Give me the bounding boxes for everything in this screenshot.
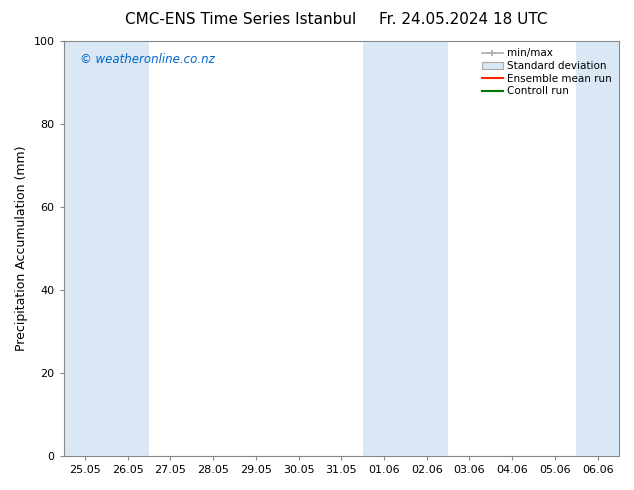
Text: CMC-ENS Time Series Istanbul: CMC-ENS Time Series Istanbul: [126, 12, 356, 27]
Legend: min/max, Standard deviation, Ensemble mean run, Controll run: min/max, Standard deviation, Ensemble me…: [480, 46, 614, 98]
Bar: [63, 41, 149, 456]
Text: © weatheronline.co.nz: © weatheronline.co.nz: [81, 53, 215, 67]
Text: Fr. 24.05.2024 18 UTC: Fr. 24.05.2024 18 UTC: [378, 12, 547, 27]
Bar: [576, 41, 619, 456]
Y-axis label: Precipitation Accumulation (mm): Precipitation Accumulation (mm): [15, 146, 28, 351]
Bar: [363, 41, 448, 456]
